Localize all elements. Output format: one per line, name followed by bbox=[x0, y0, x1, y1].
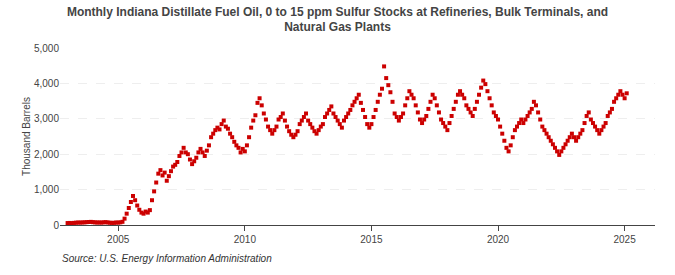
svg-text:2025: 2025 bbox=[613, 234, 636, 245]
svg-text:2005: 2005 bbox=[107, 234, 130, 245]
svg-text:2010: 2010 bbox=[234, 234, 257, 245]
svg-text:Thousand Barrels: Thousand Barrels bbox=[21, 97, 32, 176]
svg-text:2,000: 2,000 bbox=[34, 149, 59, 160]
svg-text:1,000: 1,000 bbox=[34, 184, 59, 195]
svg-text:0: 0 bbox=[53, 220, 59, 231]
svg-text:4,000: 4,000 bbox=[34, 78, 59, 89]
svg-text:2020: 2020 bbox=[487, 234, 510, 245]
svg-text:5,000: 5,000 bbox=[34, 43, 59, 54]
svg-text:Source: U.S. Energy Informatio: Source: U.S. Energy Information Administ… bbox=[62, 253, 272, 264]
svg-text:Monthly Indiana Distillate Fue: Monthly Indiana Distillate Fuel Oil, 0 t… bbox=[67, 5, 608, 35]
svg-text:3,000: 3,000 bbox=[34, 113, 59, 124]
svg-text:2015: 2015 bbox=[360, 234, 383, 245]
